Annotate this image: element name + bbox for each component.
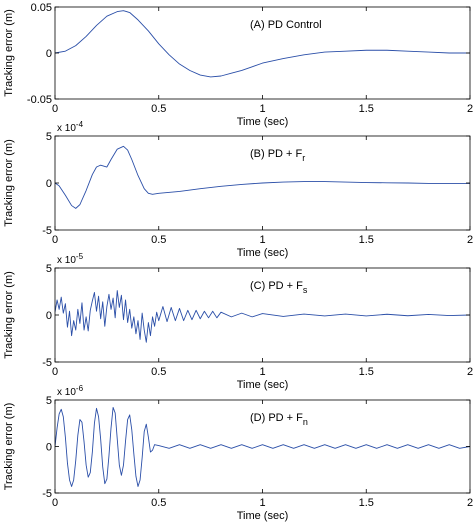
y-tick-label: -5 xyxy=(42,225,52,237)
x-tick-label: 0.5 xyxy=(151,234,166,246)
axis-exponent: x 10-4 xyxy=(57,120,84,134)
x-tick-label: 1.5 xyxy=(359,497,374,509)
y-tick-label: 0.05 xyxy=(31,2,52,14)
x-tick-label: 1.5 xyxy=(359,234,374,246)
x-axis-label: Time (sec) xyxy=(237,116,289,128)
x-tick-label: 1 xyxy=(259,497,265,509)
x-tick-label: 0 xyxy=(52,497,58,509)
x-tick-label: 1 xyxy=(259,366,265,378)
y-tick-label: -5 xyxy=(42,357,52,369)
y-axis-label: Tracking error (m) xyxy=(3,271,15,359)
x-tick-label: 1 xyxy=(259,234,265,246)
y-tick-label: 5 xyxy=(46,395,52,407)
y-tick-label: 5 xyxy=(46,131,52,143)
x-tick-label: 2 xyxy=(467,103,473,115)
x-tick-label: 0.5 xyxy=(151,103,166,115)
axis-exponent-base: x 10 xyxy=(57,387,76,398)
panel-title: (B) PD + Fr xyxy=(250,148,305,163)
x-tick-label: 1.5 xyxy=(359,103,374,115)
x-tick-label: 0 xyxy=(52,103,58,115)
panel-title-text: (A) PD Control xyxy=(250,19,322,31)
x-tick-label: 0.5 xyxy=(151,497,166,509)
x-tick-label: 0.5 xyxy=(151,366,166,378)
panel-title-subscript: n xyxy=(303,417,308,427)
x-axis-label: Time (sec) xyxy=(237,510,289,522)
series-line-0 xyxy=(55,145,470,209)
y-axis-label: Tracking error (m) xyxy=(3,9,15,97)
y-axis-label: Tracking error (m) xyxy=(3,139,15,227)
x-tick-label: 0 xyxy=(52,234,58,246)
x-tick-label: 2 xyxy=(467,234,473,246)
y-tick-label: -5 xyxy=(42,488,52,500)
x-tick-label: 1.5 xyxy=(359,366,374,378)
x-tick-label: 2 xyxy=(467,366,473,378)
x-axis-label: Time (sec) xyxy=(237,379,289,391)
panel-title: (D) PD + Fn xyxy=(250,412,308,427)
y-tick-label: 0 xyxy=(46,442,52,454)
panel-title-subscript: s xyxy=(303,285,308,295)
x-tick-label: 1 xyxy=(259,103,265,115)
series-line-0 xyxy=(55,290,470,343)
panel-title-text: (B) PD + F xyxy=(250,148,303,160)
axis-exponent-base: x 10 xyxy=(57,255,76,266)
panel-title: (C) PD + Fs xyxy=(250,280,308,295)
panel-title: (A) PD Control xyxy=(250,19,322,31)
series-line-0 xyxy=(55,10,470,78)
y-tick-label: 5 xyxy=(46,263,52,275)
series-line-0 xyxy=(55,406,470,487)
y-tick-label: 0 xyxy=(46,48,52,60)
panel-title-text: (D) PD + F xyxy=(250,412,303,424)
y-tick-label: 0 xyxy=(46,178,52,190)
y-tick-label: 0 xyxy=(46,310,52,322)
panel-title-subscript: r xyxy=(302,153,305,163)
axis-exponent-base: x 10 xyxy=(57,123,76,134)
x-tick-label: 2 xyxy=(467,497,473,509)
x-axis-label: Time (sec) xyxy=(237,247,289,259)
y-axis-label: Tracking error (m) xyxy=(3,403,15,491)
axis-exponent: x 10-5 xyxy=(57,252,84,266)
x-tick-label: 0 xyxy=(52,366,58,378)
axis-exponent-power: -5 xyxy=(76,252,84,261)
axis-exponent: x 10-6 xyxy=(57,384,84,398)
axis-exponent-power: -6 xyxy=(76,384,84,393)
panel-title-text: (C) PD + F xyxy=(250,280,303,292)
axis-exponent-power: -4 xyxy=(76,120,84,129)
y-tick-label: -0.05 xyxy=(27,94,52,106)
